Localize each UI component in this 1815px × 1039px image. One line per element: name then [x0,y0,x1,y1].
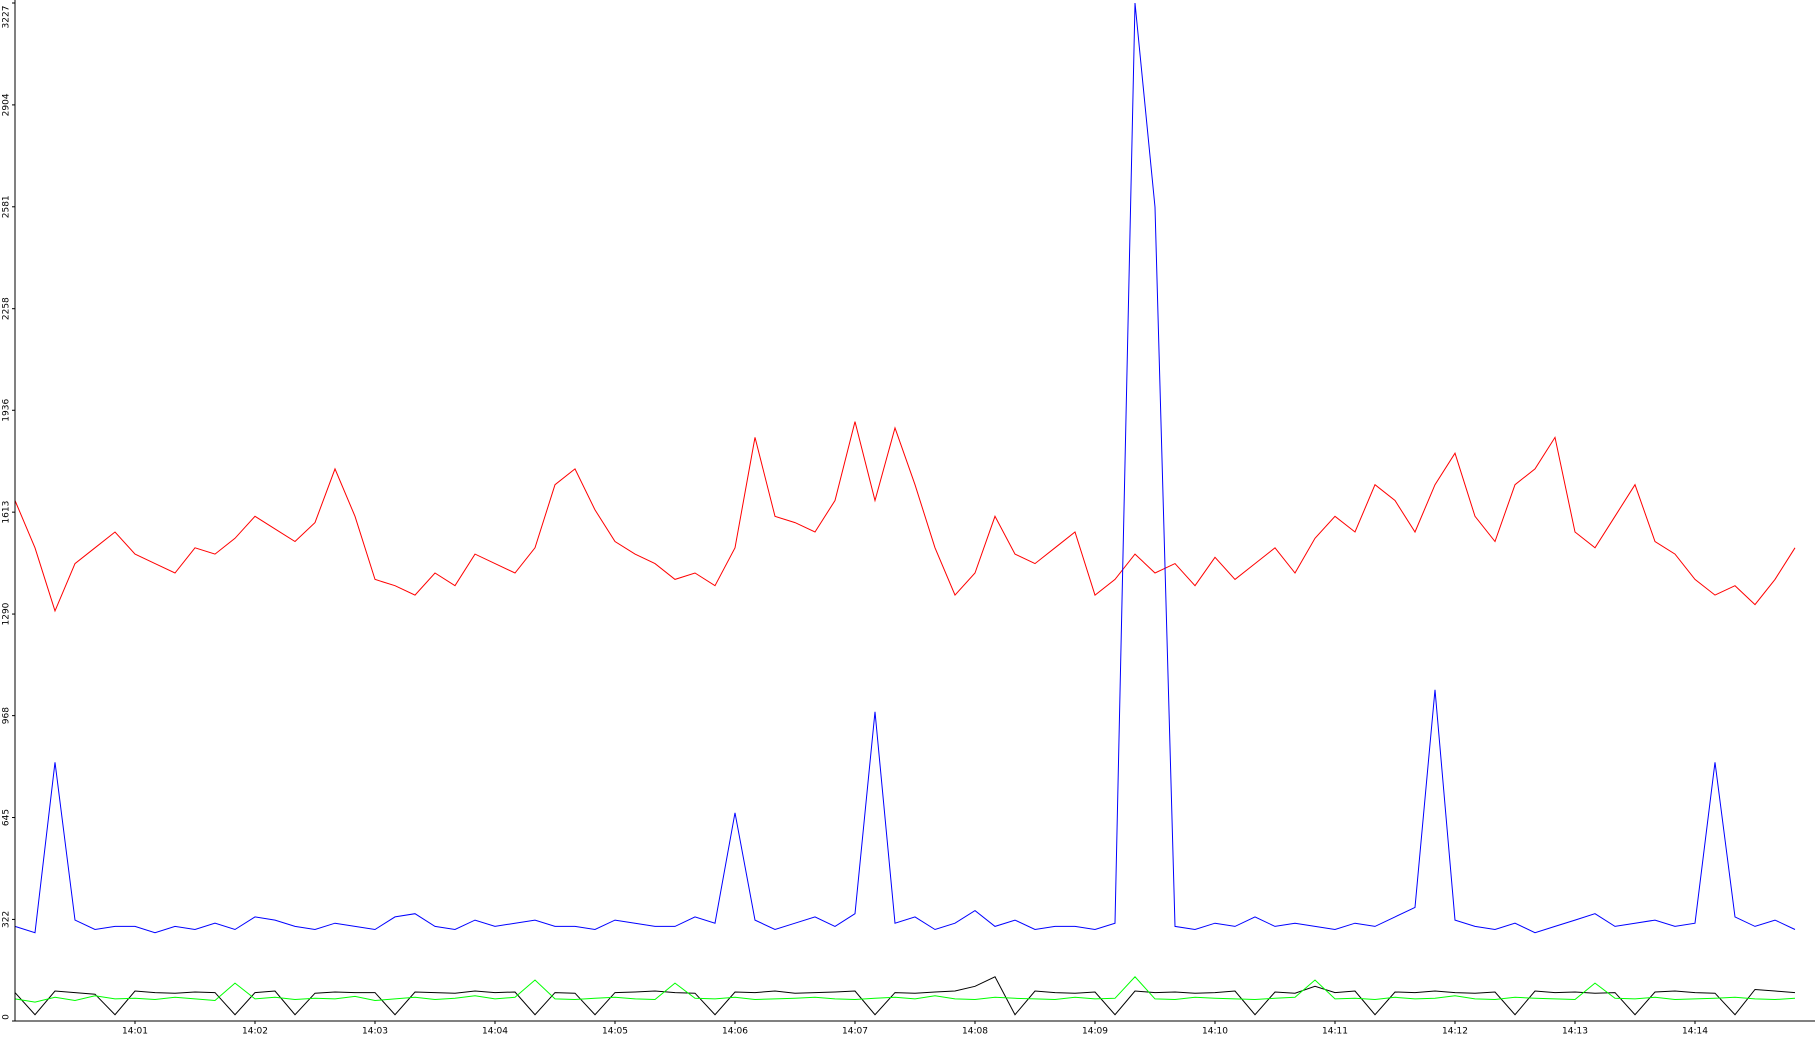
x-tick-label: 14:14 [1682,1027,1708,1037]
x-tick-label: 14:07 [842,1027,868,1037]
x-tick-label: 14:08 [962,1027,988,1037]
x-tick-label: 14:02 [242,1027,268,1037]
series-line [14,421,1796,613]
x-tick-label: 14:12 [1442,1027,1468,1037]
x-tick-label: 14:09 [1082,1027,1108,1037]
y-tick-label: 322 [2,911,12,928]
y-tick-label: 2581 [2,195,12,218]
y-tick-label: 0 [2,1014,12,1020]
series-line [14,976,1796,1016]
x-tick-label: 14:04 [482,1027,508,1037]
x-tick-label: 14:10 [1202,1027,1228,1037]
x-tick-label: 14:13 [1562,1027,1588,1037]
y-tick-label: 968 [2,707,12,724]
y-tick-label: 3227 [2,6,12,29]
y-tick-label: 2258 [2,297,12,320]
series-line [14,976,1796,1003]
y-tick-label: 1290 [2,602,12,625]
x-tick-label: 14:06 [722,1027,748,1037]
x-tick-label: 14:11 [1322,1027,1348,1037]
y-tick-label: 2904 [2,93,12,116]
x-tick-label: 14:03 [362,1027,388,1037]
x-tick-label: 14:05 [602,1027,628,1037]
y-tick-label: 1613 [2,501,12,524]
series-line [14,2,1796,934]
y-tick-label: 1936 [2,399,12,422]
y-tick-label: 645 [2,809,12,826]
x-tick-label: 14:01 [122,1027,148,1037]
